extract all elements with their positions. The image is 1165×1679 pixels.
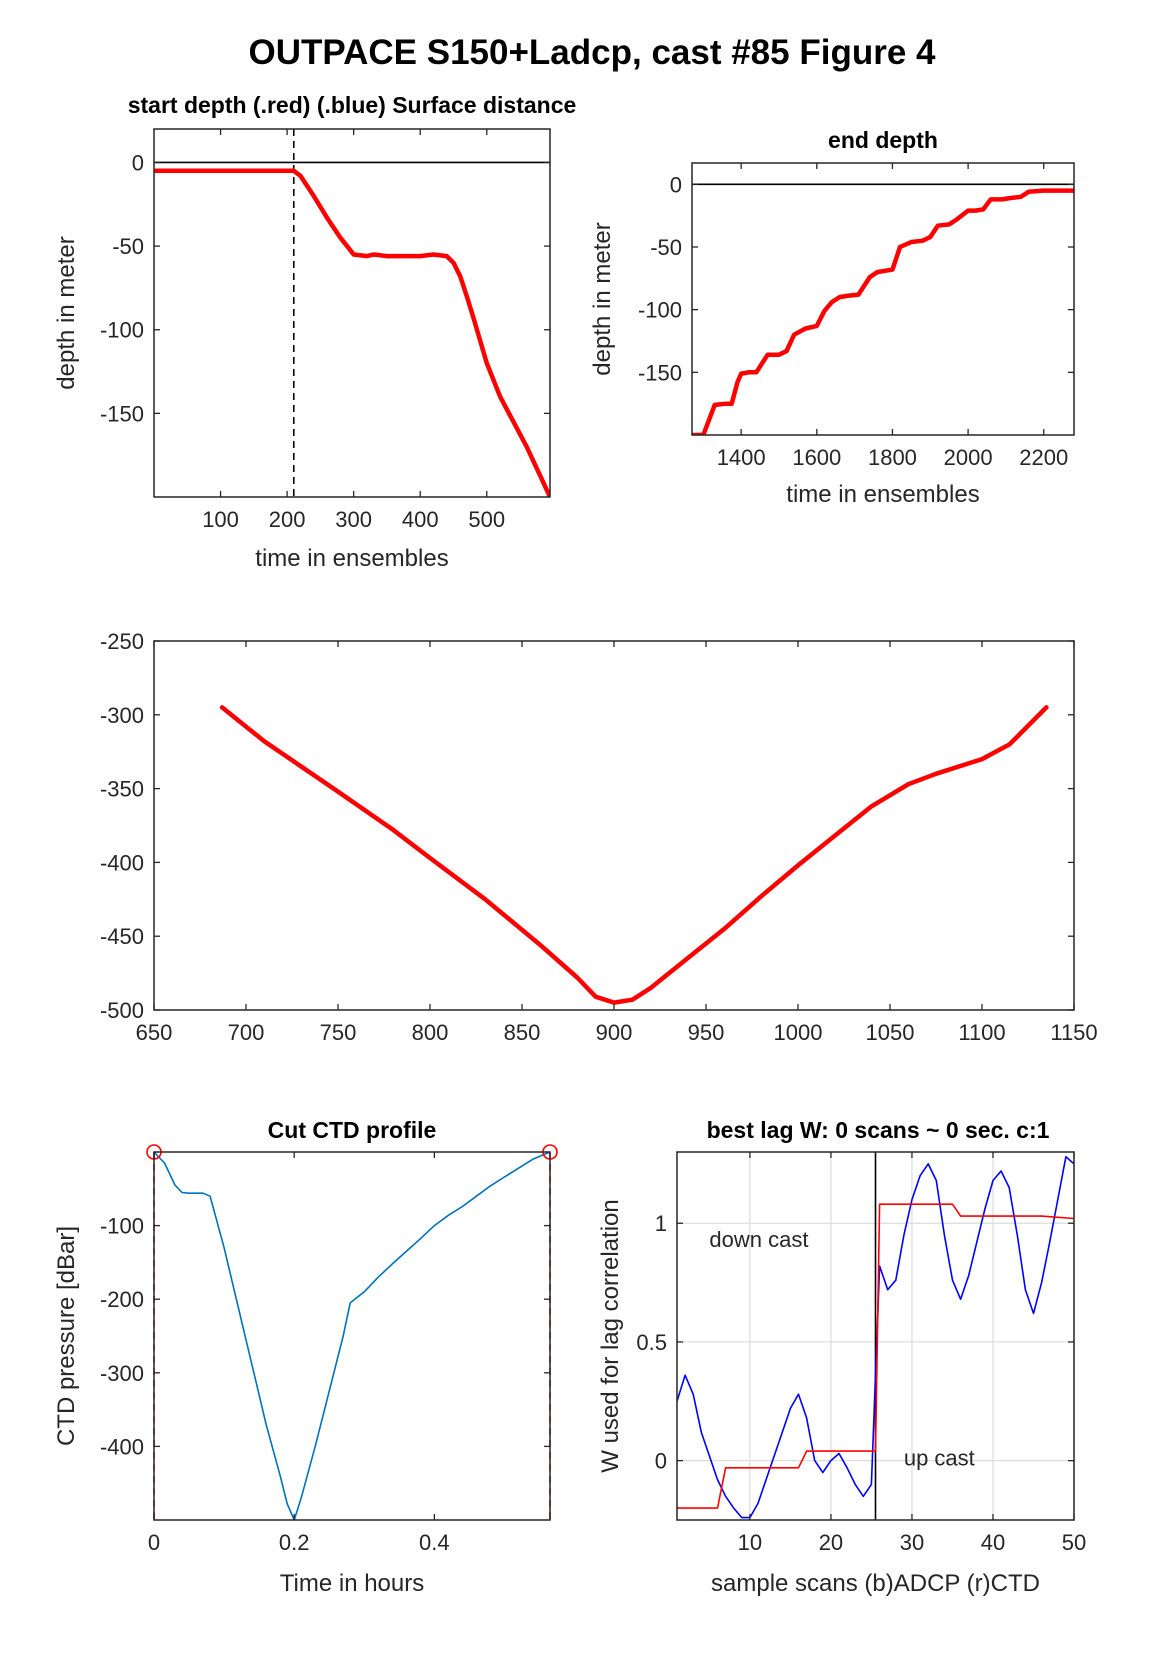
y-tick-label: -300 [100,1361,144,1386]
x-tick-label: 200 [269,507,306,532]
y-tick-label: 0.5 [636,1330,667,1355]
x-tick-label: 500 [468,507,505,532]
axes-box [691,162,1075,436]
panel-title: end depth [828,127,938,153]
x-tick-label: 1600 [792,445,841,470]
y-tick-label: -250 [100,629,144,654]
x-axis-label: time in ensembles [786,481,979,508]
series-line-1 [677,1203,1074,1509]
y-tick-label: -400 [100,1434,144,1459]
panel-title: start depth (.red) (.blue) Surface dista… [128,92,577,118]
y-tick-label: 0 [132,150,144,175]
x-tick-label: 1150 [1050,1020,1097,1045]
y-tick-label: 0 [655,1449,667,1474]
x-tick-label: 700 [228,1020,265,1045]
series-line-0 [692,188,1074,435]
y-axis-label: depth in meter [53,236,80,389]
annotation-up-cast: up cast [904,1445,975,1470]
panel-title: Cut CTD profile [268,1117,437,1143]
annotation-down-cast: down cast [709,1227,808,1252]
series-line-0 [154,168,550,497]
y-tick-label: -150 [100,401,144,426]
series-line-0 [219,705,1049,1005]
y-tick-label: -350 [100,777,144,802]
y-axis-label: CTD pressure [dBar] [53,1226,80,1446]
y-tick-label: 0 [670,172,682,197]
x-tick-label: 2200 [1019,445,1068,470]
x-tick-label: 0.2 [279,1530,310,1555]
x-tick-label: 30 [900,1530,924,1555]
middle_panel-panel: 650 700 750 800 850 900 950 1000 1050 1100 1150 -25… [100,629,1098,1045]
y-tick-label: -150 [638,360,682,385]
y-tick-label: -50 [650,235,682,260]
plot-area [154,641,1074,1010]
y-tick-label: -200 [100,1287,144,1312]
y-tick-label: 1 [655,1211,667,1236]
x-tick-label: 1800 [868,445,917,470]
plot-area [692,163,1074,435]
x-tick-label: 950 [688,1020,725,1045]
x-tick-label: 1050 [866,1020,915,1045]
axes-box [153,128,551,498]
y-tick-label: -100 [100,318,144,343]
y-tick-label: -450 [100,924,144,949]
axes-box [676,1151,1075,1521]
x-tick-label: 1400 [717,445,766,470]
x-tick-label: 800 [412,1020,449,1045]
x-tick-label: 40 [981,1530,1005,1555]
x-tick-label: 10 [738,1530,762,1555]
y-tick-label: -100 [638,298,682,323]
x-tick-label: 20 [819,1530,843,1555]
cut_ctd_profile-panel: 0 0.2 0.4 -100 -200 -300 -400 Cut CTD profile Ti… [53,1117,558,1597]
x-tick-label: 1100 [958,1020,1005,1045]
y-tick-label: -500 [100,998,144,1023]
axes-box [153,1151,551,1521]
y-tick-label: -300 [100,703,144,728]
x-tick-label: 400 [402,507,439,532]
figure-title: OUTPACE S150+Ladcp, cast #85 Figure 4 [249,33,937,72]
x-axis-label: time in ensembles [255,545,448,572]
x-tick-label: 0.4 [419,1530,450,1555]
x-tick-label: 0 [148,1530,160,1555]
y-axis-label: depth in meter [589,222,616,375]
y-tick-label: -100 [100,1214,144,1239]
y-tick-label: -400 [100,850,144,875]
series-line-0 [677,1155,1074,1519]
x-tick-label: 750 [320,1020,357,1045]
x-tick-label: 100 [202,507,239,532]
x-tick-label: 50 [1062,1530,1086,1555]
plot-area [154,1152,550,1520]
x-tick-label: 2000 [944,445,993,470]
x-tick-label: 1000 [774,1020,823,1045]
x-axis-label: sample scans (b)ADCP (r)CTD [711,1570,1040,1597]
y-axis-label: W used for lag correlation [597,1199,624,1472]
x-axis-label: Time in hours [280,1570,425,1597]
series-line-0 [154,1152,550,1520]
x-tick-label: 900 [596,1020,633,1045]
x-tick-label: 850 [504,1020,541,1045]
y-tick-label: -50 [112,234,144,259]
best_lag-panel: 10 20 30 40 50 0 0.5 1 best lag W: 0 scans ~ 0 s… [597,1117,1086,1597]
panel-title: best lag W: 0 scans ~ 0 sec. c:1 [707,1117,1050,1143]
start_depth-panel: 100 200 300 400 500 0 -50 -100 -150 start depth (… [53,92,576,572]
x-tick-label: 300 [335,507,372,532]
end_depth-panel: 1400 1600 1800 2000 2200 0 -50 -100 -150 end dept… [589,127,1075,508]
x-tick-label: 650 [136,1020,173,1045]
plot-area [154,129,550,497]
